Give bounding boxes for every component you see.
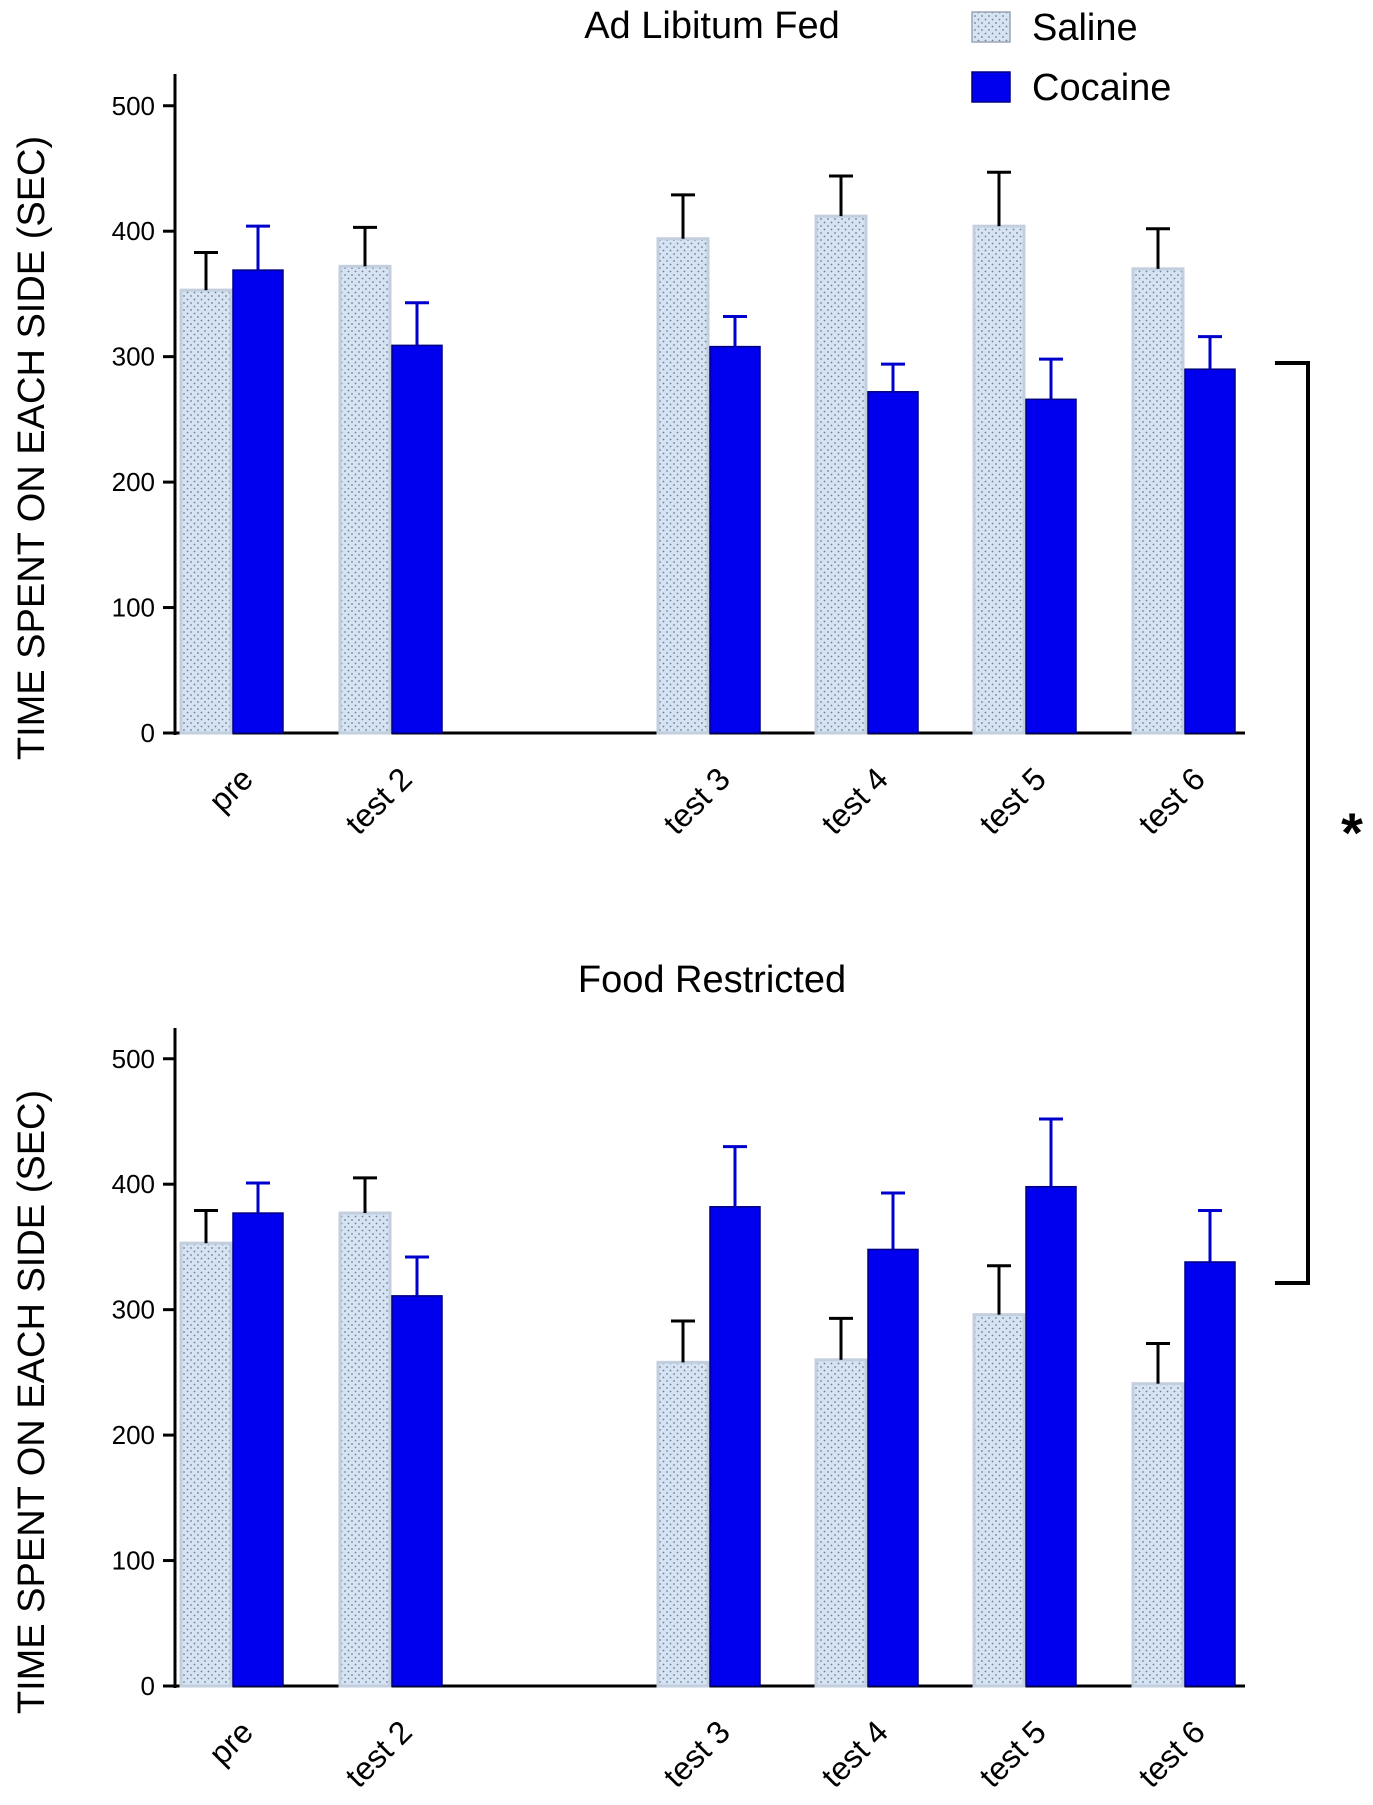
bar-cocaine	[1184, 368, 1236, 734]
bar-cocaine	[1184, 1261, 1236, 1687]
y-tick-label: 200	[112, 1420, 155, 1450]
significance-marker: *	[1341, 801, 1363, 864]
x-tick-label: test 5	[972, 1713, 1053, 1794]
x-tick-label: test 4	[814, 760, 895, 841]
y-tick-label: 500	[112, 91, 155, 121]
bracket-line	[1275, 361, 1310, 1285]
x-tick-label: test 6	[1131, 1713, 1212, 1794]
legend: Saline Cocaine	[971, 7, 1171, 109]
bars	[179, 1117, 1236, 1688]
bar-cocaine	[232, 1212, 284, 1687]
x-tick-label: test 2	[338, 1713, 419, 1794]
bar-saline	[814, 214, 868, 735]
bar-cocaine	[867, 391, 919, 734]
chart-food-restricted: Food Restricted TIME SPENT ON EACH SIDE …	[11, 959, 1245, 1794]
x-tick-label: test 3	[656, 760, 737, 841]
x-tick-label: test 5	[972, 760, 1053, 841]
legend-label-cocaine: Cocaine	[1032, 67, 1171, 109]
chart-ad-libitum: Ad Libitum Fed TIME SPENT ON EACH SIDE (…	[11, 5, 1245, 841]
bars	[179, 170, 1236, 735]
y-ticks: 0 100 200 300 400 500	[112, 91, 175, 748]
bar-saline	[338, 1211, 392, 1688]
bar-cocaine	[1025, 1185, 1077, 1687]
y-tick-label: 0	[141, 718, 155, 748]
x-tick-label: pre	[202, 1713, 260, 1771]
chart-title: Food Restricted	[578, 959, 846, 1001]
x-tick-label: test 6	[1131, 760, 1212, 841]
legend-swatch-saline	[971, 11, 1011, 43]
y-tick-label: 0	[141, 1671, 155, 1701]
bar-saline	[338, 264, 392, 735]
bar-cocaine	[709, 1206, 761, 1687]
legend-swatch-cocaine	[971, 71, 1011, 103]
bar-saline	[656, 237, 710, 735]
bar-cocaine	[391, 344, 443, 734]
y-axis-label: TIME SPENT ON EACH SIDE (SEC)	[11, 136, 53, 760]
bar-saline	[179, 288, 233, 735]
bar-saline	[972, 1313, 1026, 1688]
legend-label-saline: Saline	[1032, 7, 1138, 49]
bar-cocaine	[709, 345, 761, 734]
y-tick-label: 300	[112, 1295, 155, 1325]
bar-saline	[972, 224, 1026, 735]
bar-cocaine	[1025, 398, 1077, 734]
significance-bracket: *	[1275, 361, 1363, 1285]
y-axis-label: TIME SPENT ON EACH SIDE (SEC)	[11, 1090, 53, 1714]
x-tick-label: test 4	[814, 1713, 895, 1794]
y-tick-label: 400	[112, 1169, 155, 1199]
y-tick-label: 300	[112, 342, 155, 372]
bar-cocaine	[232, 269, 284, 734]
x-tick-label: pre	[202, 760, 260, 818]
x-ticks: pre test 2 test 3 test 4 test 5 test 6	[202, 1713, 1212, 1794]
x-ticks: pre test 2 test 3 test 4 test 5 test 6	[202, 760, 1212, 841]
bar-saline	[179, 1241, 233, 1688]
y-tick-label: 500	[112, 1044, 155, 1074]
bar-saline	[1131, 267, 1185, 735]
y-tick-label: 400	[112, 216, 155, 246]
bar-cocaine	[391, 1295, 443, 1687]
bar-saline	[1131, 1382, 1185, 1688]
y-tick-label: 100	[112, 593, 155, 623]
y-tick-label: 100	[112, 1546, 155, 1576]
chart-title: Ad Libitum Fed	[584, 5, 840, 47]
bar-cocaine	[867, 1248, 919, 1687]
x-tick-label: test 2	[338, 760, 419, 841]
bar-saline	[814, 1358, 868, 1688]
y-tick-label: 200	[112, 467, 155, 497]
x-tick-label: test 3	[656, 1713, 737, 1794]
y-ticks: 0 100 200 300 400 500	[112, 1044, 175, 1701]
bar-saline	[656, 1360, 710, 1688]
